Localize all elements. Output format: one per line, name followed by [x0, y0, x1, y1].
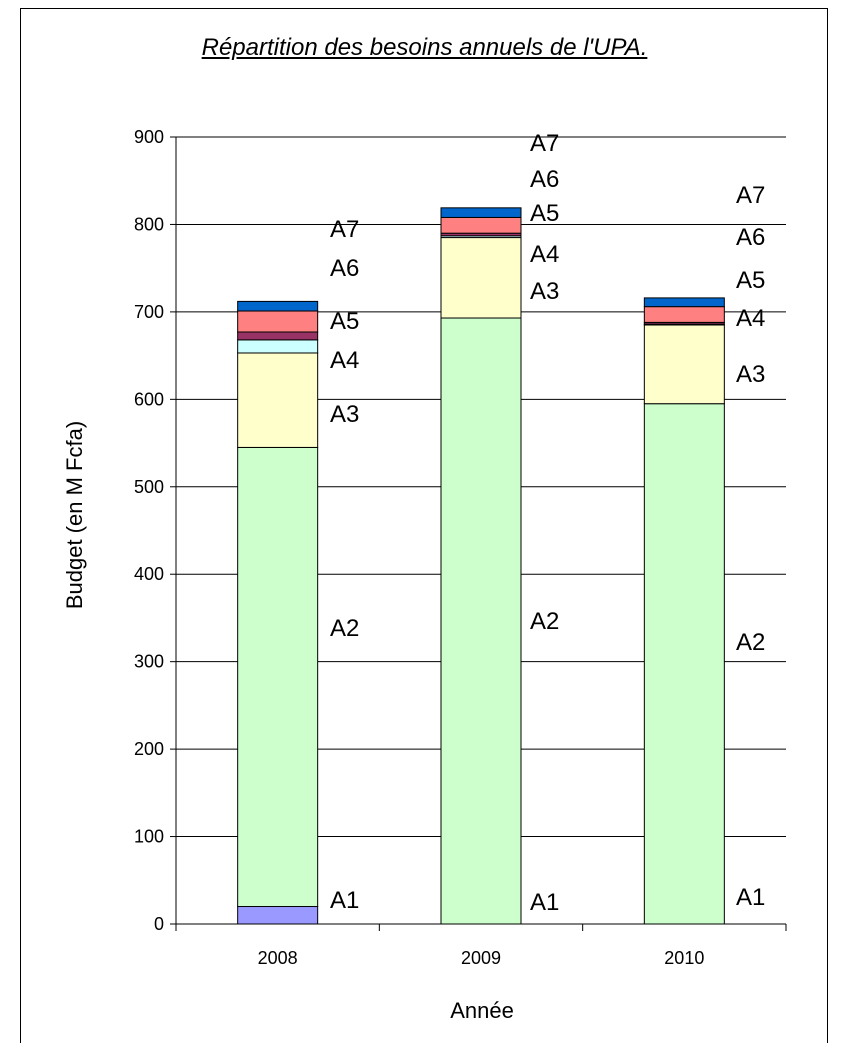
segment-label-a5-2009: A5 — [530, 200, 559, 227]
segment-label-a5-2008: A5 — [330, 308, 359, 335]
y-axis-label: Budget (en M Fcfa) — [62, 421, 87, 609]
segment-label-a4-2008: A4 — [330, 347, 359, 374]
bar-segment-a7-2008 — [237, 300, 319, 312]
bar-segment-a4-2008 — [237, 339, 319, 354]
chart-title: Répartition des besoins annuels de l'UPA… — [201, 34, 648, 61]
y-tick-label: 200 — [134, 739, 164, 759]
segment-label-a7-2008: A7 — [330, 216, 359, 243]
y-tick-label: 800 — [134, 214, 164, 234]
bar-segment-a6-2008 — [237, 310, 319, 333]
segment-label-a2-2010: A2 — [736, 629, 765, 656]
bars — [237, 207, 725, 925]
x-tick-label: 2010 — [664, 948, 704, 968]
segment-label-a1-2009: A1 — [530, 889, 559, 916]
bar-segment-a7-2009 — [440, 207, 522, 218]
bar-segment-a2-2008 — [237, 446, 319, 908]
bar-segment-a3-2010 — [643, 324, 725, 405]
segment-label-a3-2009: A3 — [530, 278, 559, 305]
bar-segment-a2-2009 — [440, 317, 522, 925]
x-axis-label: Année — [450, 998, 514, 1023]
segment-label-a3-2010: A3 — [736, 361, 765, 388]
segment-label-a3-2008: A3 — [330, 401, 359, 428]
segment-label-a4-2009: A4 — [530, 241, 559, 268]
y-tick-label: 700 — [134, 302, 164, 322]
segment-label-a1-2010: A1 — [736, 884, 765, 911]
chart-frame — [20, 8, 828, 1043]
segment-label-a6-2009: A6 — [530, 166, 559, 193]
y-tick-label: 0 — [154, 914, 164, 934]
bar-segment-a3-2009 — [440, 237, 522, 319]
y-tick-label: 100 — [134, 827, 164, 847]
x-tick-label: 2009 — [461, 948, 501, 968]
bar-segment-a5-2008 — [237, 331, 319, 341]
segment-label-a5-2010: A5 — [736, 267, 765, 294]
bar-segment-a7-2010 — [643, 297, 725, 308]
segment-label-a2-2008: A2 — [330, 615, 359, 642]
segment-label-a2-2009: A2 — [530, 608, 559, 635]
segment-label-a7-2010: A7 — [736, 182, 765, 209]
bar-segment-a6-2009 — [440, 216, 522, 234]
bar-segment-a3-2008 — [237, 352, 319, 448]
segment-label-a4-2010: A4 — [736, 305, 765, 332]
bar-segment-a6-2010 — [643, 306, 725, 323]
y-tick-label: 500 — [134, 477, 164, 497]
segment-labels: A1 A2 A3 A4 A5 A6 A7 A1 A2 A3 A4 A5 A6 A7 A1 A2 A3 A4 A5 A6… — [330, 130, 765, 916]
segment-label-a7-2009: A7 — [530, 130, 559, 157]
y-tick-label: 600 — [134, 389, 164, 409]
bar-segment-a2-2010 — [643, 403, 725, 925]
segment-label-a1-2008: A1 — [330, 887, 359, 914]
y-tick-label: 900 — [134, 127, 164, 147]
y-tick-label: 300 — [134, 652, 164, 672]
y-tick-label: 400 — [134, 564, 164, 584]
segment-label-a6-2010: A6 — [736, 224, 765, 251]
axes: 0 100 200 300 400 500 600 700 800 900 2008 2009 2010 — [134, 127, 787, 968]
x-tick-label: 2008 — [258, 948, 298, 968]
bar-segment-a1-2008 — [237, 906, 319, 925]
segment-label-a6-2008: A6 — [330, 255, 359, 282]
